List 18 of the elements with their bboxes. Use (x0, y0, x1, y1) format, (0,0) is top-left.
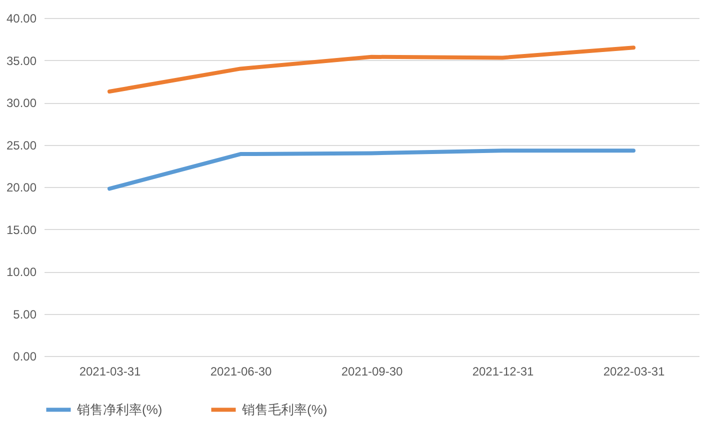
legend-label: 销售净利率(%) (76, 402, 162, 417)
x-tick-label: 2021-09-30 (341, 364, 404, 378)
y-tick-label: 40.00 (6, 12, 37, 26)
y-tick-label: 30.00 (6, 96, 37, 110)
y-tick-label: 20.00 (6, 180, 37, 194)
y-tick-label: 15.00 (6, 222, 37, 237)
y-tick-label: 0.00 (13, 350, 37, 364)
x-tick-label: 2021-12-31 (472, 364, 534, 378)
y-tick-label: 5.00 (13, 307, 37, 322)
line-series (108, 148, 636, 191)
x-tick-label: 2021-06-30 (210, 364, 272, 378)
line-series (108, 46, 636, 94)
x-tick-label: 2021-03-31 (79, 364, 142, 378)
x-tick-label: 2022-03-31 (603, 364, 666, 378)
legend-label: 销售毛利率(%) (241, 402, 328, 417)
y-tick-label: 25.00 (6, 138, 37, 152)
y-tick-label: 10.00 (6, 265, 37, 279)
y-tick-label: 35.00 (6, 54, 37, 68)
